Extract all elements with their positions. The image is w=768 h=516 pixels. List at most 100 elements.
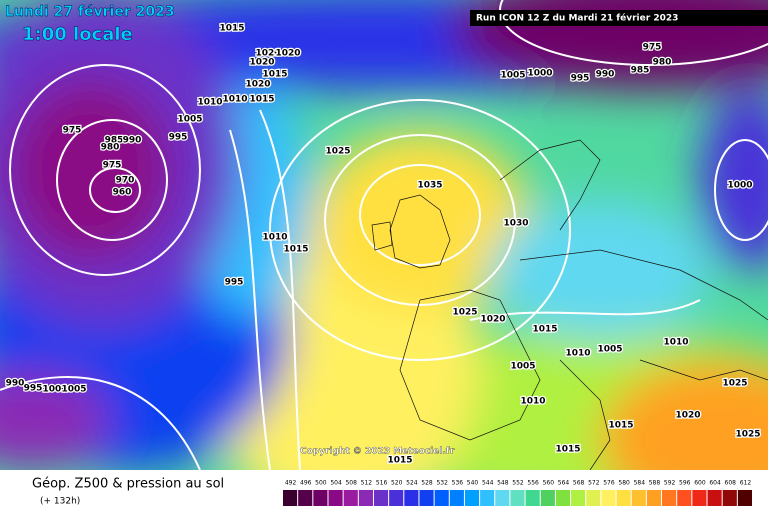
legend-label: 520 [391, 480, 403, 487]
coastlines [371, 139, 768, 470]
isobar-label: 1025 [325, 147, 350, 157]
isobar-label: 1005 [510, 362, 535, 372]
legend-swatch [631, 490, 646, 506]
isobar-label: 1015 [532, 325, 557, 335]
isobar-label: 1015 [387, 456, 412, 466]
isobar-label: 975 [643, 43, 662, 53]
legend-label: 600 [694, 480, 706, 487]
legend-label: 580 [618, 480, 630, 487]
isobar-label: 1020 [480, 315, 505, 325]
isobar-label: 1010 [565, 349, 590, 359]
isobar-label: 985 [105, 136, 124, 146]
isobar-label: 1015 [608, 421, 633, 431]
legend-label: 548 [497, 480, 509, 487]
isobar-label: 1005 [177, 115, 202, 125]
isobar-label: 1015 [249, 95, 274, 105]
legend-swatch [707, 490, 722, 506]
legend-label: 596 [679, 480, 691, 487]
isobar-label: 970 [116, 176, 135, 186]
legend-label: 516 [376, 480, 388, 487]
legend-swatch [722, 490, 737, 506]
isobar-label: 1030 [503, 219, 528, 229]
legend-label: 508 [345, 480, 357, 487]
isobar-label: 990 [123, 136, 142, 146]
isobar-label: 960 [113, 188, 132, 198]
legend-label: 556 [527, 480, 539, 487]
isobar-label: 1010 [663, 338, 688, 348]
legend-label: 608 [725, 480, 737, 487]
isobar-label: 1010 [222, 95, 247, 105]
legend-label: 588 [649, 480, 661, 487]
legend-swatch [298, 490, 313, 506]
legend-swatch [555, 490, 571, 506]
legend-swatch [525, 490, 540, 506]
isobar-label: 1005 [597, 345, 622, 355]
legend-swatch [449, 490, 464, 506]
isobar-label: 1010 [262, 233, 287, 243]
isobar-label: 1000 [527, 69, 552, 79]
legend-swatch [404, 490, 419, 506]
isobar-label: 1020 [249, 58, 274, 68]
isobar-label: 1020 [245, 80, 270, 90]
isobar-label: 980 [101, 143, 120, 153]
legend-swatch [419, 490, 434, 506]
legend-swatch [373, 490, 389, 506]
isobar-label: 1020 [255, 49, 280, 59]
legend-swatch [692, 490, 707, 506]
legend-swatch [646, 490, 662, 506]
isobar-label: 1000 [727, 181, 752, 191]
legend-swatch [328, 490, 343, 506]
color-legend: 492 496 500 504 508 512 516 520 524 528 532 536 540 5… [283, 480, 752, 506]
isobar-label: 1015 [283, 245, 308, 255]
legend-label: 496 [300, 480, 312, 487]
legend-swatch [495, 490, 510, 506]
legend-swatch [571, 490, 586, 506]
isobar-label: 995 [24, 384, 43, 394]
isobar-label: 1035 [417, 181, 442, 191]
legend-swatch [283, 490, 298, 506]
legend-swatch [343, 490, 358, 506]
isobar-label: 990 [6, 379, 25, 389]
isobar-label: 980 [653, 58, 672, 68]
legend-label: 500 [315, 480, 327, 487]
legend-label: 536 [452, 480, 464, 487]
isobar-label: 985 [631, 66, 650, 76]
legend-label: 612 [740, 480, 752, 487]
legend-swatch [540, 490, 555, 506]
legend-label: 560 [543, 480, 555, 487]
legend-swatch [737, 490, 752, 506]
legend-swatch [677, 490, 692, 506]
legend-swatch [389, 490, 404, 506]
isobar-label: 1015 [555, 445, 580, 455]
legend-label: 504 [330, 480, 342, 487]
legend-label: 572 [588, 480, 600, 487]
isobar-label: 1005 [500, 71, 525, 81]
date: Lundi 27 février 2023 [5, 4, 175, 20]
legend-label: 544 [482, 480, 494, 487]
legend-label: 568 [573, 480, 585, 487]
footer-title: Géop. Z500 & pression au sol [32, 477, 224, 492]
isobar-label: 995 [571, 74, 590, 84]
legend-swatch [586, 490, 601, 506]
isobar-label: 1015 [219, 24, 244, 34]
legend-label: 576 [603, 480, 615, 487]
legend-label: 584 [634, 480, 646, 487]
run-box [470, 10, 768, 26]
legend-swatch [464, 490, 480, 506]
legend-swatch [434, 490, 449, 506]
isobar-label: 995 [225, 278, 244, 288]
isobar-label: 1020 [275, 49, 300, 59]
isobar-label: 1010 [520, 397, 545, 407]
legend-swatch [480, 490, 495, 506]
legend-swatch [358, 490, 373, 506]
legend-label: 540 [467, 480, 479, 487]
isobar-label: 1000 [42, 385, 67, 395]
isobar-label: 1015 [262, 70, 287, 80]
isobar-label: 990 [596, 70, 615, 80]
isobar-label: 995 [169, 133, 188, 143]
isobar-label: 1025 [452, 308, 477, 318]
legend-swatch [313, 490, 328, 506]
